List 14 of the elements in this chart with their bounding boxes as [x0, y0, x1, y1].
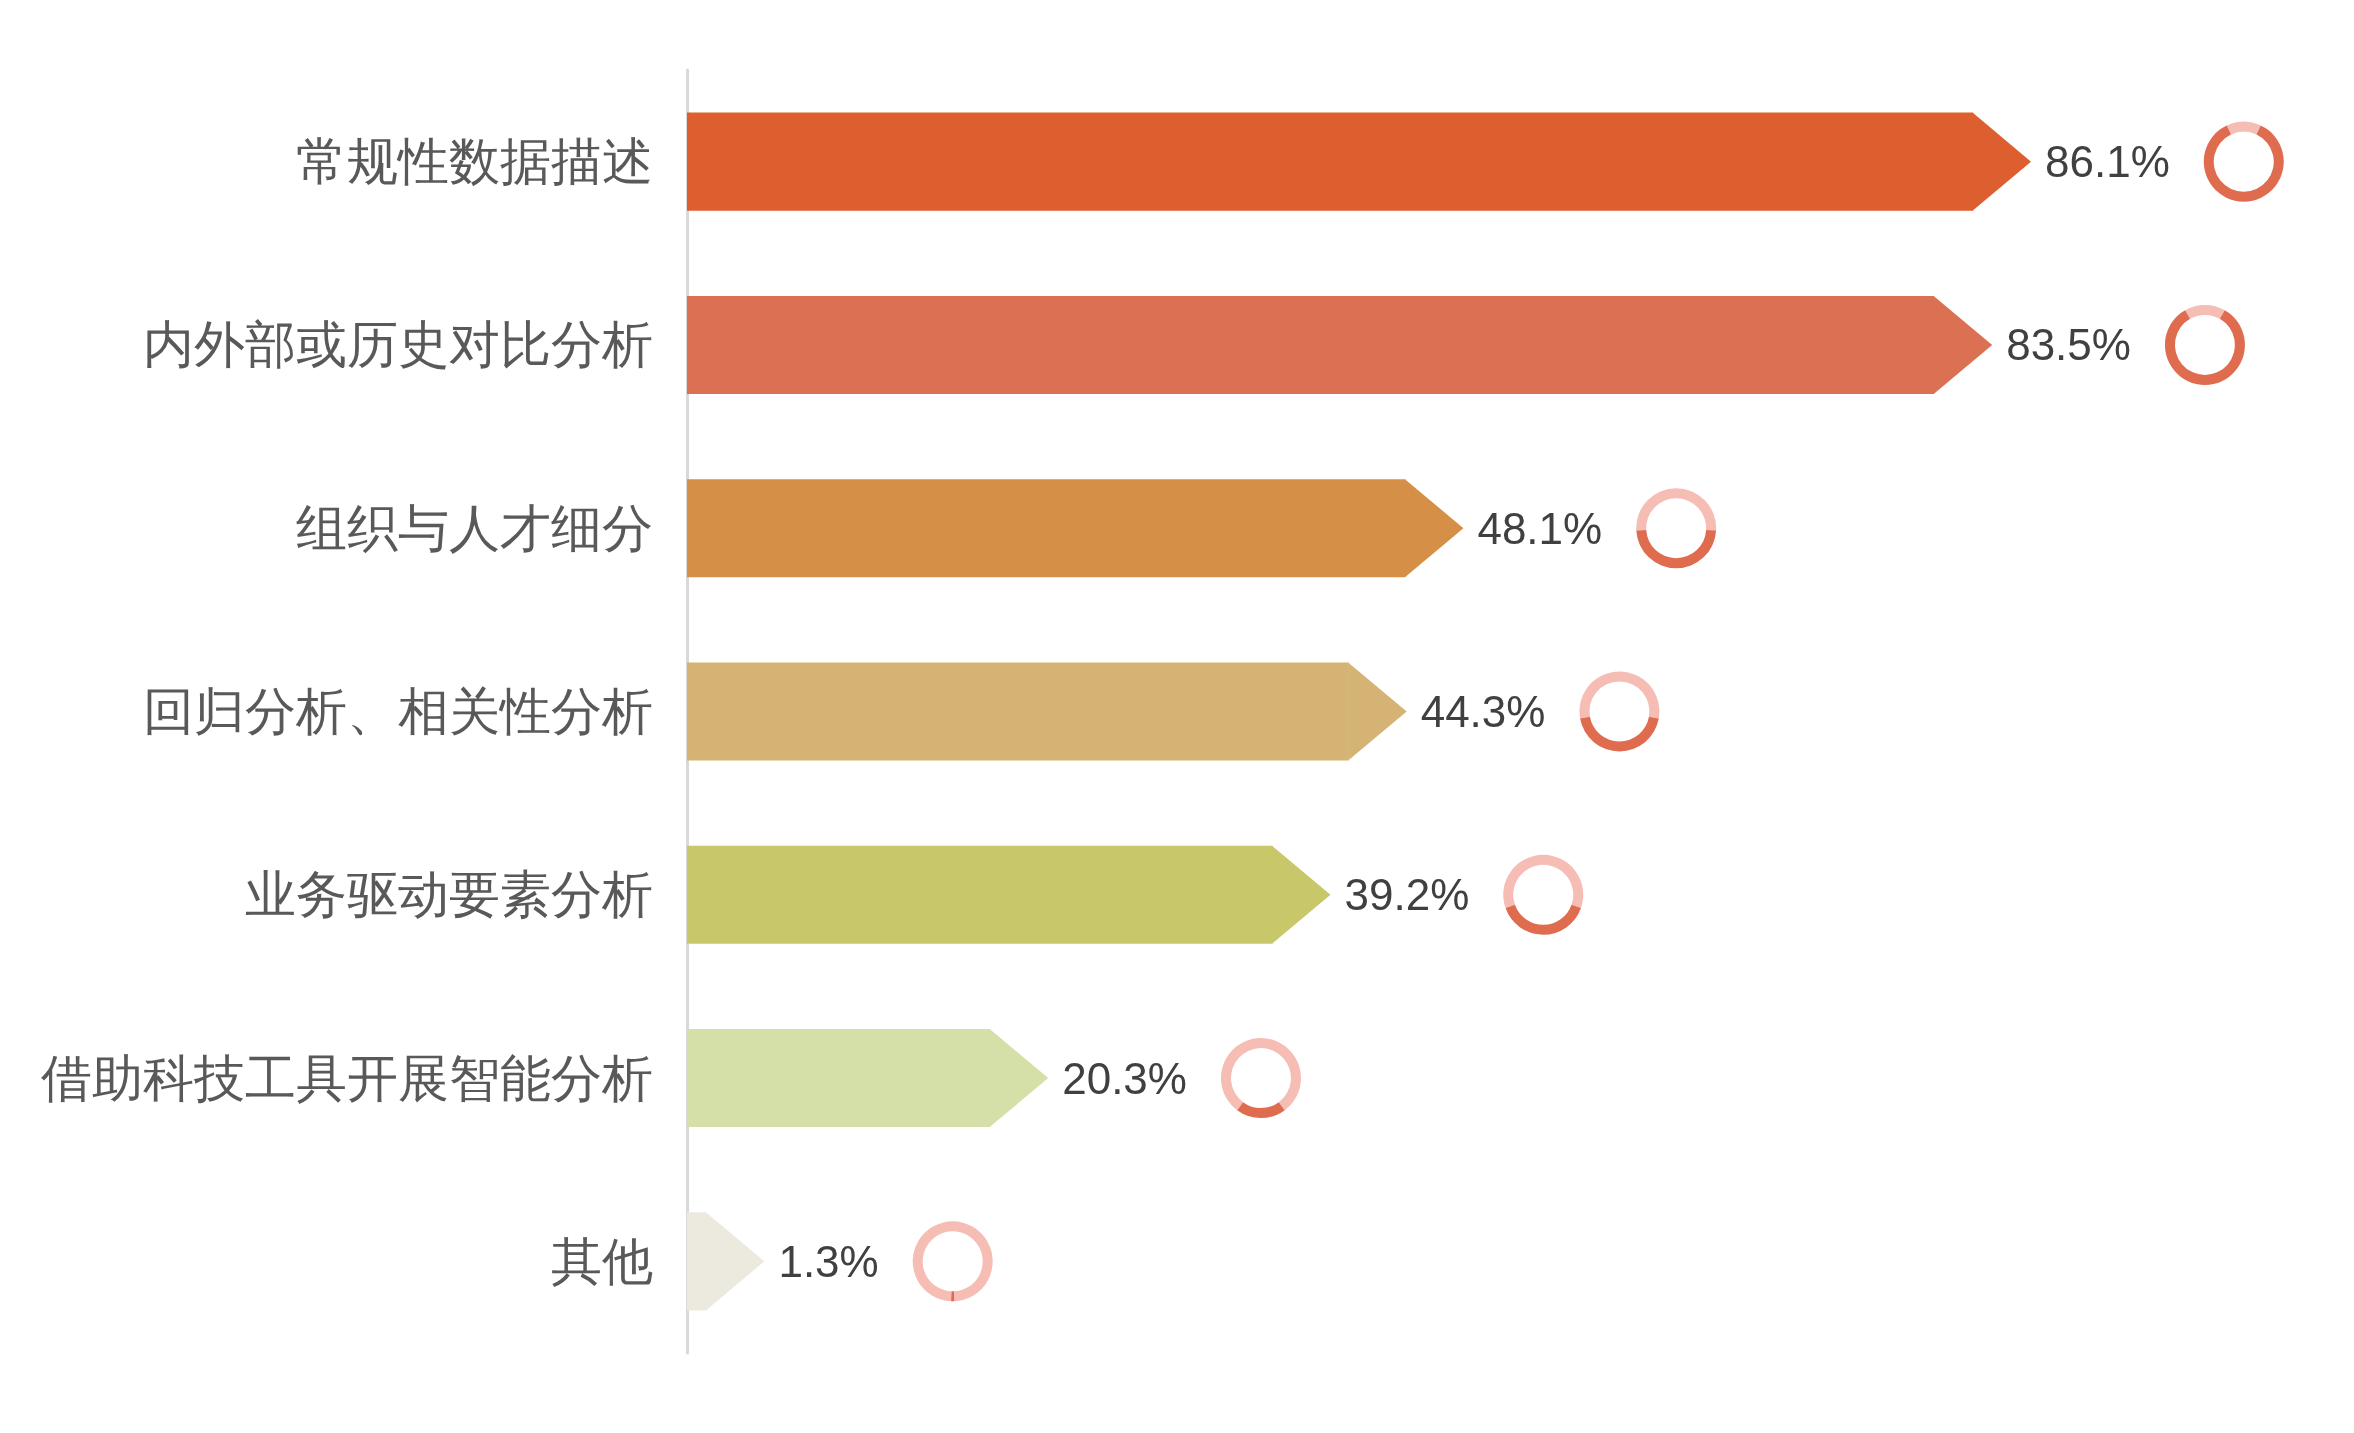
y-tick-label: 组织与人才细分 — [296, 499, 653, 557]
y-tick-label: 常规性数据描述 — [296, 133, 653, 191]
data-label: 20.3% — [1062, 1053, 1187, 1103]
data-label: 83.5% — [2006, 320, 2131, 370]
data-label: 44.3% — [1420, 687, 1546, 736]
y-tick-label: 回归分析、相关性分析 — [143, 683, 653, 740]
data-label: 86.1% — [2045, 137, 2170, 187]
data-label: 39.2% — [1344, 870, 1470, 920]
y-tick-label: 借助科技工具开展智能分析 — [41, 1049, 653, 1107]
y-tick-label: 其他 — [551, 1232, 653, 1290]
data-label: 1.3% — [778, 1236, 879, 1286]
y-tick-label: 内外部或历史对比分析 — [143, 316, 653, 374]
y-tick-label: 业务驱动要素分析 — [245, 866, 653, 924]
data-label: 48.1% — [1477, 503, 1603, 553]
